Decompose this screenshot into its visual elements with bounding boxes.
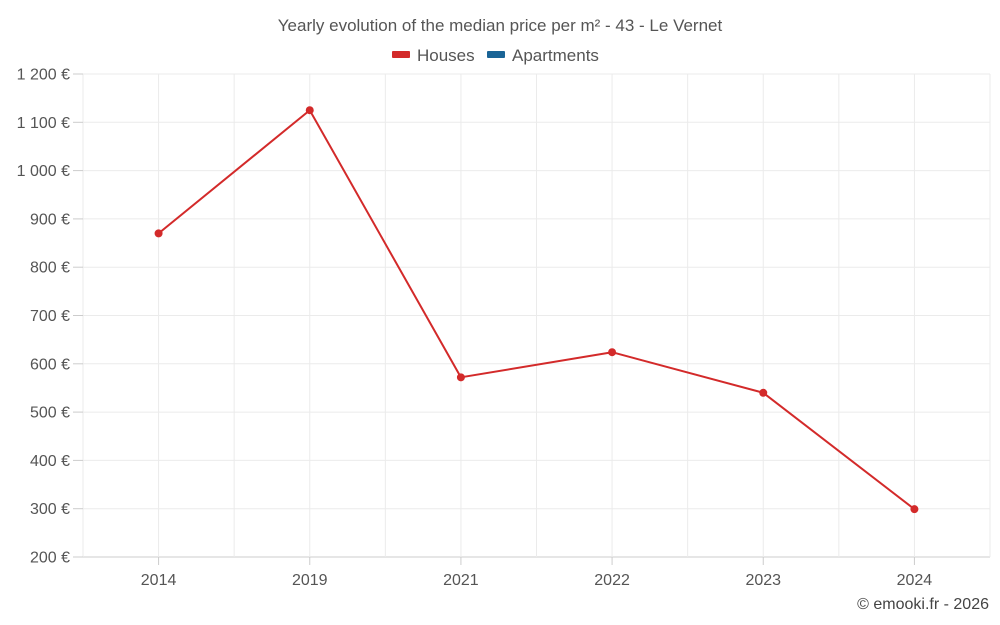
chart-title: Yearly evolution of the median price per… — [278, 16, 723, 35]
y-tick-label: 1 000 € — [17, 163, 70, 180]
legend: Houses Apartments — [392, 46, 599, 65]
x-tick-label: 2014 — [141, 572, 177, 589]
legend-item-houses[interactable]: Houses — [392, 46, 475, 65]
legend-swatch-apartments — [487, 51, 505, 58]
data-point-houses[interactable] — [759, 388, 768, 397]
y-tick-label: 900 € — [30, 211, 70, 228]
y-axis-ticks: 200 € 300 € 400 € 500 € 600 € 700 € 800 € 900 €… — [17, 67, 83, 567]
legend-swatch-houses — [392, 51, 410, 58]
y-tick-label: 300 € — [30, 501, 70, 518]
x-tick-label: 2022 — [594, 572, 630, 589]
legend-label-houses: Houses — [417, 46, 475, 65]
x-tick-label: 2019 — [292, 572, 328, 589]
y-tick-label: 1 100 € — [17, 115, 70, 132]
y-tick-label: 200 € — [30, 550, 70, 567]
credit-text: © emooki.fr - 2026 — [857, 596, 989, 613]
x-tick-label: 2023 — [745, 572, 781, 589]
data-point-houses[interactable] — [456, 373, 465, 382]
y-tick-label: 700 € — [30, 308, 70, 325]
series — [154, 106, 919, 514]
y-tick-label: 600 € — [30, 356, 70, 373]
data-point-houses[interactable] — [608, 348, 617, 357]
y-tick-label: 800 € — [30, 260, 70, 277]
data-point-houses[interactable] — [154, 229, 163, 238]
x-axis-ticks: 2014 2019 2021 2022 2023 2024 — [141, 557, 933, 589]
data-point-houses[interactable] — [305, 106, 314, 115]
series-line-houses — [157, 109, 916, 510]
x-tick-label: 2024 — [897, 572, 933, 589]
grid — [82, 73, 991, 558]
data-point-houses[interactable] — [910, 505, 919, 514]
y-tick-label: 400 € — [30, 453, 70, 470]
y-tick-label: 500 € — [30, 405, 70, 422]
legend-label-apartments: Apartments — [512, 46, 599, 65]
y-tick-label: 1 200 € — [17, 67, 70, 84]
x-tick-label: 2021 — [443, 572, 479, 589]
legend-item-apartments[interactable]: Apartments — [487, 46, 599, 65]
